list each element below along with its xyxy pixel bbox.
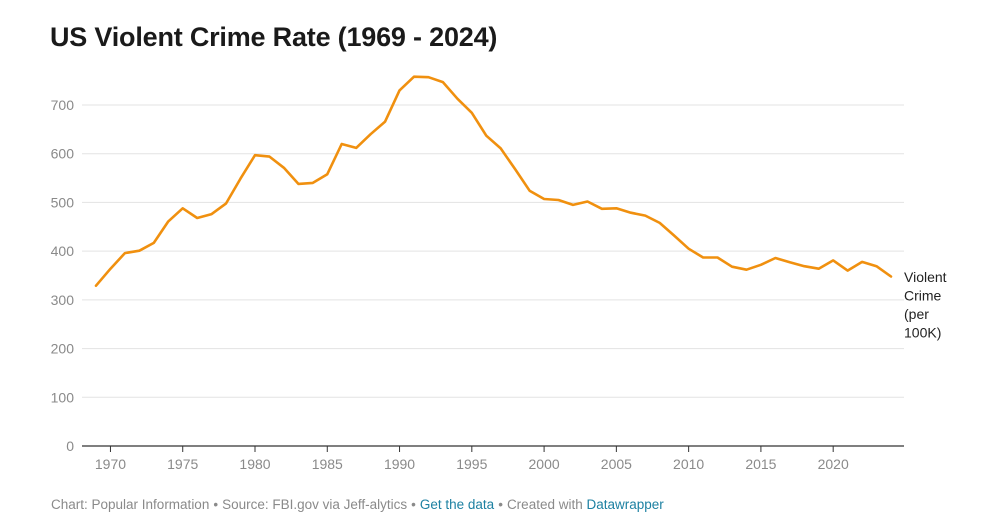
x-tick-label: 1980	[239, 456, 270, 472]
x-axis-ticks: 1970 1975 1980 1985 1990 1995 2000 2005 2010 2015…	[95, 446, 849, 472]
y-tick-label: 500	[51, 194, 75, 210]
separator: •	[411, 497, 416, 512]
x-tick-label: 2005	[601, 456, 632, 472]
y-tick-label: 400	[51, 243, 75, 259]
series-label-line: (per	[904, 306, 929, 322]
series-label-line: Crime	[904, 288, 942, 304]
created-with-text: Created with	[506, 497, 583, 512]
y-tick-label: 100	[51, 389, 75, 405]
separator: •	[213, 497, 219, 512]
y-axis-ticks: 0 100 200 300 400 500 600 700	[51, 97, 75, 454]
x-tick-label: 2020	[818, 456, 849, 472]
separator: •	[498, 497, 503, 512]
series-line-violent-crime	[94, 75, 893, 287]
source-text: Source: FBI.gov via Jeff-alytics	[222, 497, 408, 512]
x-tick-label: 2015	[745, 456, 776, 472]
series-label: Violent Crime (per 100K)	[904, 269, 947, 341]
y-tick-label: 600	[51, 146, 75, 162]
datawrapper-link[interactable]: Datawrapper	[586, 497, 664, 512]
y-tick-label: 200	[51, 341, 75, 357]
y-tick-label: 0	[66, 438, 74, 454]
footer: Chart: Popular Information • Source: FBI.g…	[51, 497, 664, 512]
chart-credit: Chart: Popular Information	[51, 497, 210, 512]
x-tick-label: 1970	[95, 456, 126, 472]
x-tick-label: 1975	[167, 456, 198, 472]
get-the-data-link[interactable]: Get the data	[419, 497, 495, 512]
y-tick-label: 700	[51, 97, 75, 113]
series-label-line: Violent	[904, 269, 947, 285]
series-label-line: 100K)	[904, 325, 941, 341]
x-tick-label: 1995	[456, 456, 487, 472]
x-tick-label: 2000	[529, 456, 560, 472]
gridlines	[82, 104, 904, 447]
x-tick-label: 1985	[312, 456, 343, 472]
x-tick-label: 2010	[673, 456, 704, 472]
y-tick-label: 300	[51, 292, 75, 308]
chart-title: US Violent Crime Rate (1969 - 2024)	[50, 22, 498, 52]
x-tick-label: 1990	[384, 456, 415, 472]
